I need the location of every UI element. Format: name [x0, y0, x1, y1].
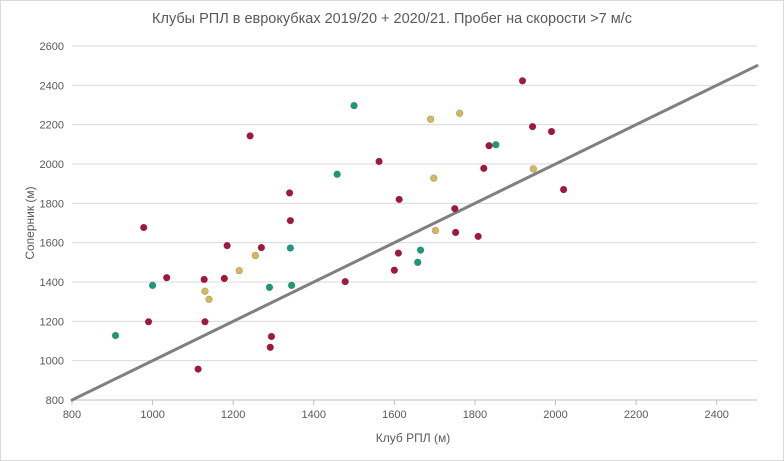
data-point [485, 142, 493, 150]
data-point [350, 101, 358, 110]
data-point [426, 115, 435, 123]
data-point [285, 189, 294, 197]
reference-line-layer [70, 64, 759, 402]
data-point [205, 295, 213, 304]
chart-title: Клубы РПЛ в еврокубках 2019/20 + 2020/21… [152, 11, 632, 27]
x-tick-label: 1000 [140, 409, 164, 421]
data-point [257, 243, 266, 252]
data-point [395, 195, 403, 204]
data-point [286, 244, 295, 252]
data-point [111, 331, 120, 340]
data-point [480, 164, 488, 173]
y-tick-label: 2200 [40, 120, 64, 132]
data-point [286, 216, 295, 225]
x-tick-label: 2200 [624, 409, 648, 421]
data-point [451, 228, 460, 237]
data-point [394, 249, 403, 257]
y-tick-label: 1000 [40, 356, 64, 368]
data-point [201, 318, 209, 326]
data-point [267, 332, 276, 341]
y-tick-label: 2000 [40, 159, 64, 171]
data-point [518, 77, 527, 85]
x-tick-label: 2400 [704, 409, 728, 421]
data-point [492, 141, 500, 149]
data-points [111, 77, 568, 373]
grid-lines [72, 45, 757, 362]
y-tick-label: 800 [46, 395, 64, 407]
data-point [416, 246, 425, 254]
y-tick-label: 1800 [40, 198, 64, 210]
data-point [474, 232, 482, 241]
axes [71, 399, 757, 405]
data-point [201, 287, 209, 295]
data-point [144, 318, 153, 326]
data-point [200, 275, 208, 284]
data-point [162, 273, 171, 282]
data-point [529, 165, 538, 173]
data-point [251, 251, 260, 260]
x-tick-label: 1400 [302, 409, 326, 421]
data-point [220, 274, 229, 283]
y-tick-label: 2400 [40, 80, 64, 92]
data-point [455, 109, 464, 117]
x-tick-label: 1800 [463, 409, 487, 421]
x-tick-label: 800 [63, 409, 81, 421]
reference-line [70, 64, 759, 402]
y-tick-label: 1400 [40, 277, 64, 289]
data-point [235, 266, 243, 275]
data-point [287, 281, 296, 290]
data-point [528, 122, 537, 131]
data-point [390, 266, 399, 274]
x-tick-label: 1200 [221, 409, 245, 421]
data-point [341, 277, 349, 286]
data-point [375, 157, 383, 166]
data-point [547, 127, 556, 136]
data-point [148, 281, 157, 290]
data-point [266, 343, 274, 351]
tick-labels: 800 1000 1200 1400 1600 1800 2000 2200 2400 2600 8… [40, 41, 729, 421]
data-point [430, 174, 438, 182]
data-point [246, 132, 254, 140]
y-axis-title: Соперник (м) [23, 186, 37, 259]
data-point [333, 170, 341, 178]
data-point [194, 365, 202, 373]
data-point [223, 241, 231, 250]
y-tick-label: 2600 [40, 41, 64, 53]
y-tick-label: 1200 [40, 316, 64, 328]
data-point [140, 223, 148, 232]
y-tick-label: 1600 [40, 238, 64, 250]
data-point [265, 283, 274, 292]
x-tick-label: 1600 [382, 409, 406, 421]
x-tick-label: 2000 [543, 409, 567, 421]
data-point [559, 185, 568, 194]
data-point [414, 258, 422, 267]
data-point [451, 204, 459, 213]
data-point [431, 226, 440, 235]
x-axis-title: Клуб РПЛ (м) [376, 431, 450, 445]
